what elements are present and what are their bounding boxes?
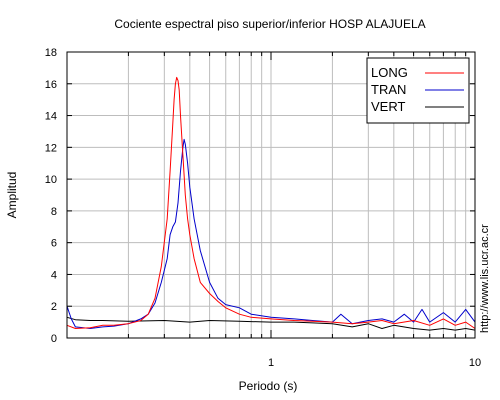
legend: LONG TRAN VERT	[366, 57, 470, 124]
y-tick-label: 4	[51, 269, 57, 281]
series-line-tran	[66, 138, 476, 329]
y-tick-label: 8	[51, 206, 57, 218]
x-axis-title: Periodo (s)	[239, 379, 298, 393]
chart-title: Cociente espectral piso superior/inferio…	[114, 17, 425, 31]
legend-label-vert: VERT	[371, 99, 405, 114]
y-tick-label: 16	[45, 79, 57, 91]
x-tick-label: 10	[469, 357, 481, 369]
series-layer	[66, 76, 476, 331]
y-tick-label: 12	[45, 142, 57, 154]
y-tick-label: 18	[45, 47, 57, 59]
series-line-long	[66, 76, 476, 329]
y-tick-label: 0	[51, 333, 57, 345]
source-url: http://www.lis.ucr.ac.cr	[479, 224, 491, 333]
y-tick-label: 10	[45, 174, 57, 186]
y-axis-title: Amplitud	[5, 172, 19, 219]
legend-label-tran: TRAN	[371, 82, 406, 97]
y-tick-label: 6	[51, 238, 57, 250]
x-tick-label: 1	[268, 357, 274, 369]
series-line-vert	[66, 316, 476, 331]
legend-label-long: LONG	[371, 65, 408, 80]
y-tick-label: 2	[51, 301, 57, 313]
y-tick-label: 14	[45, 111, 57, 123]
ticks: 0 2 4 6 8 10 12 14 16 18 1 10	[45, 47, 481, 369]
